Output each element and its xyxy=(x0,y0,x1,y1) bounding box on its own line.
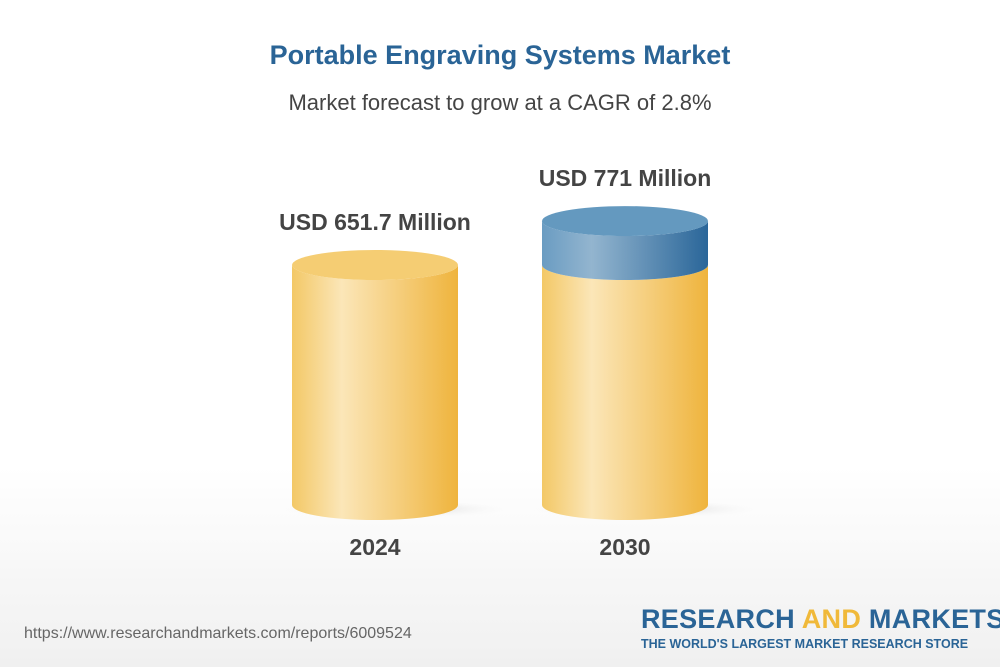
cylinder-2030-top xyxy=(542,206,708,237)
category-label: 2024 xyxy=(349,534,400,560)
category-label: 2030 xyxy=(599,534,650,560)
data-label: USD 771 Million xyxy=(539,165,712,191)
cylinder-2030-base xyxy=(542,265,708,520)
data-label: USD 651.7 Million xyxy=(279,209,471,235)
chart-subtitle: Market forecast to grow at a CAGR of 2.8… xyxy=(288,90,712,115)
cylinder-2024-top xyxy=(292,250,458,280)
chart-title: Portable Engraving Systems Market xyxy=(269,40,731,70)
source-url[interactable]: https://www.researchandmarkets.com/repor… xyxy=(24,625,412,642)
cylinder-2030-growth xyxy=(542,221,708,280)
research-and-markets-logo: RESEARCH AND MARKETS THE WORLD'S LARGEST… xyxy=(641,604,1000,651)
cylinder-2024-base xyxy=(292,265,458,520)
